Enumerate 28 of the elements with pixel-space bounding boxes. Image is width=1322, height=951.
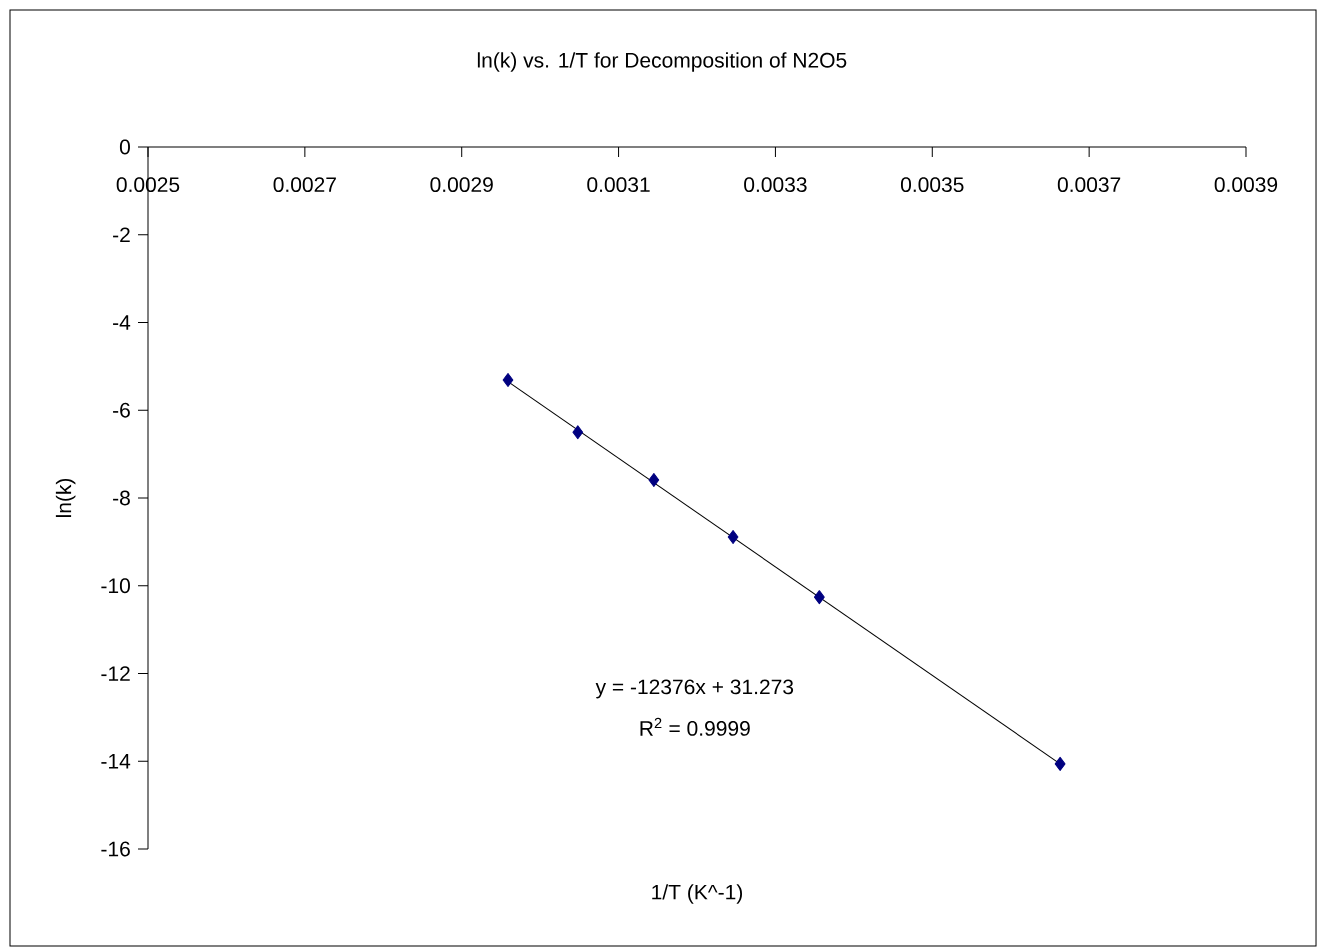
y-tick-label: 0 bbox=[119, 139, 130, 155]
annotation: R$^{2}$ = 0.9999 bbox=[640, 717, 750, 736]
x-tick-label: 0.0031 bbox=[587, 177, 650, 193]
x-tick-label: 0.0025 bbox=[116, 177, 180, 193]
point bbox=[727, 530, 739, 545]
y-tick-label: -12 bbox=[101, 666, 130, 681]
chart-title: ln(k) vs. 1/T for Decomposition of N2O5 bbox=[477, 52, 847, 72]
y-tick-label: -10 bbox=[101, 578, 130, 594]
point bbox=[1054, 756, 1066, 771]
point bbox=[648, 473, 660, 488]
x-axis-title: 1/T (K^-1) bbox=[652, 884, 743, 904]
y-tick-label: -6 bbox=[113, 402, 130, 418]
x-tick-label: 0.0035 bbox=[900, 177, 964, 193]
point bbox=[502, 372, 514, 387]
x-tick-label: 0.0029 bbox=[430, 177, 493, 193]
y-tick-label: -14 bbox=[101, 754, 131, 769]
point bbox=[813, 590, 825, 605]
x-tick-label: 0.0039 bbox=[1214, 177, 1278, 193]
y-tick-label: -16 bbox=[101, 841, 130, 857]
y-axis-title: ln(k) bbox=[55, 478, 76, 517]
y-tick-label: -8 bbox=[113, 490, 130, 506]
y-tick-label: -2 bbox=[113, 227, 130, 243]
x-tick-label: 0.0027 bbox=[273, 177, 336, 193]
x-tick-label: 0.0033 bbox=[744, 177, 807, 193]
y-tick-label: -4 bbox=[113, 315, 131, 330]
point bbox=[572, 425, 584, 440]
x-tick-label: 0.0037 bbox=[1057, 177, 1121, 193]
annotation: y = -12376x + 31.273 bbox=[595, 679, 794, 699]
